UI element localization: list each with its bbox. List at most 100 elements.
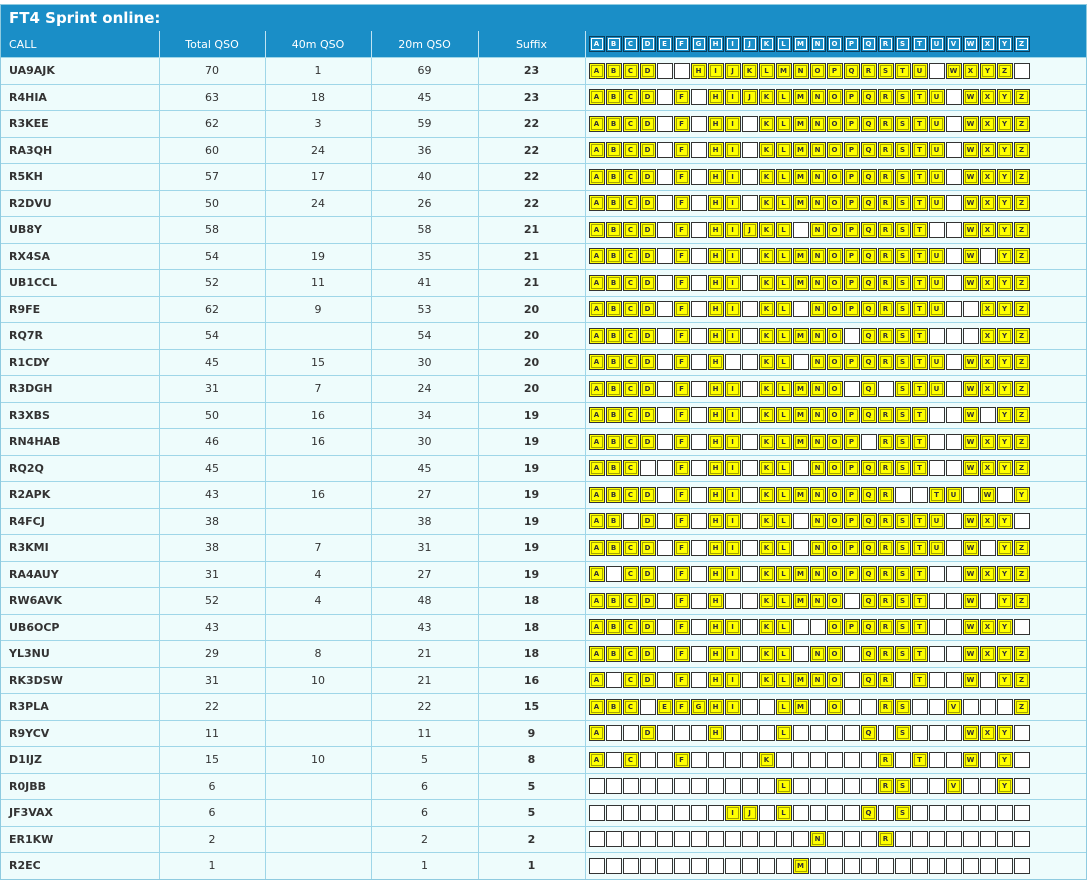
letter-mark-w: W (962, 221, 979, 238)
suffix-cell: 23 (477, 57, 585, 84)
letter-empty (945, 168, 962, 185)
letter-mark-h: H (707, 354, 724, 371)
letter-mark-t: T (911, 645, 928, 662)
letter-mark-r: R (877, 698, 894, 715)
letter-header-p: P (843, 36, 860, 52)
letter-empty (945, 407, 962, 424)
letter-empty (860, 778, 877, 795)
letter-empty (894, 486, 911, 503)
letter-mark-b: B (605, 274, 622, 291)
call-cell: R3KEE (1, 110, 159, 137)
letter-mark-o: O (826, 460, 843, 477)
letter-mark-x: X (979, 89, 996, 106)
letter-empty (792, 354, 809, 371)
letter-mark-o: O (826, 486, 843, 503)
letter-mark-i: I (724, 89, 741, 106)
letter-empty (1013, 751, 1030, 768)
letter-mark-o: O (826, 566, 843, 583)
table-row: R9FE 62 9 53 20 A B C D F H I K L N O P Q R S T U X Y Z (1, 295, 1087, 323)
letter-mark-d: D (639, 380, 656, 397)
letter-mark-n: N (792, 62, 809, 79)
letter-mark-n: N (809, 274, 826, 291)
letter-mark-f: F (673, 327, 690, 344)
letter-mark-q: Q (860, 407, 877, 424)
letter-empty (724, 831, 741, 848)
letter-empty (979, 407, 996, 424)
letter-mark-r: R (860, 62, 877, 79)
letter-mark-p: P (843, 142, 860, 159)
letter-empty (826, 778, 843, 795)
letter-mark-b: B (605, 698, 622, 715)
letter-mark-y: Y (996, 619, 1013, 636)
letter-mark-l: L (775, 354, 792, 371)
letter-empty (656, 221, 673, 238)
table-row: R0JBB 6 6 5 L R S V Y (1, 772, 1087, 800)
letter-mark-l: L (775, 725, 792, 742)
letter-empty (656, 195, 673, 212)
letter-mark-w: W (962, 751, 979, 768)
suffix-cell: 5 (477, 772, 585, 800)
qso-40m-cell: 1 (264, 57, 371, 84)
letter-empty (673, 725, 690, 742)
call-cell: R9YCV (1, 719, 159, 747)
letter-mark-t: T (911, 380, 928, 397)
letter-mark-t: T (911, 354, 928, 371)
letter-mark-l: L (775, 645, 792, 662)
letter-empty (962, 778, 979, 795)
call-cell: UB8Y (1, 216, 159, 243)
letter-empty (690, 460, 707, 477)
letter-mark-t: T (911, 142, 928, 159)
letter-mark-d: D (639, 168, 656, 185)
letter-mark-r: R (877, 539, 894, 556)
letter-mark-p: P (826, 62, 843, 79)
letter-empty (843, 380, 860, 397)
qso-40m-cell: 18 (264, 83, 371, 111)
letter-mark-r: R (877, 301, 894, 318)
letter-mark-a: A (588, 168, 605, 185)
letter-mark-y: Y (996, 142, 1013, 159)
letter-empty (1013, 778, 1030, 795)
suffix-cell: 21 (477, 242, 585, 270)
results-body: UA9AJK 70 1 69 23 A B C D H I J K L M N O P Q R S T U W X Y Z R4HIA… (1, 57, 1087, 879)
letter-mark-q: Q (860, 645, 877, 662)
letter-mark-h: H (707, 168, 724, 185)
qso-20m-cell: 43 (370, 613, 478, 641)
letter-empty (622, 857, 639, 874)
letter-mark-c: C (622, 327, 639, 344)
letter-mark-b: B (605, 168, 622, 185)
letter-empty (741, 433, 758, 450)
letter-mark-k: K (758, 301, 775, 318)
letter-mark-x: X (979, 354, 996, 371)
letter-mark-h: H (707, 142, 724, 159)
total-qso-cell: 45 (158, 348, 265, 376)
letter-mark-k: K (758, 274, 775, 291)
letter-empty (792, 460, 809, 477)
letter-mark-q: Q (860, 566, 877, 583)
letter-mark-a: A (588, 142, 605, 159)
qso-20m-cell: 21 (370, 666, 478, 694)
letter-empty (979, 248, 996, 265)
letter-empty (945, 221, 962, 238)
letter-header-q: Q (860, 36, 877, 52)
suffix-cell: 19 (477, 428, 585, 455)
letter-mark-m: M (792, 672, 809, 689)
letter-mark-p: P (843, 433, 860, 450)
letter-mark-t: T (911, 751, 928, 768)
letter-empty (690, 513, 707, 530)
letter-mark-t: T (911, 89, 928, 106)
letter-empty (826, 831, 843, 848)
letter-mark-k: K (758, 592, 775, 609)
qso-20m-cell: 59 (370, 110, 478, 137)
qso-40m-cell (264, 719, 371, 747)
total-qso-cell: 70 (158, 57, 265, 84)
letter-mark-m: M (792, 433, 809, 450)
